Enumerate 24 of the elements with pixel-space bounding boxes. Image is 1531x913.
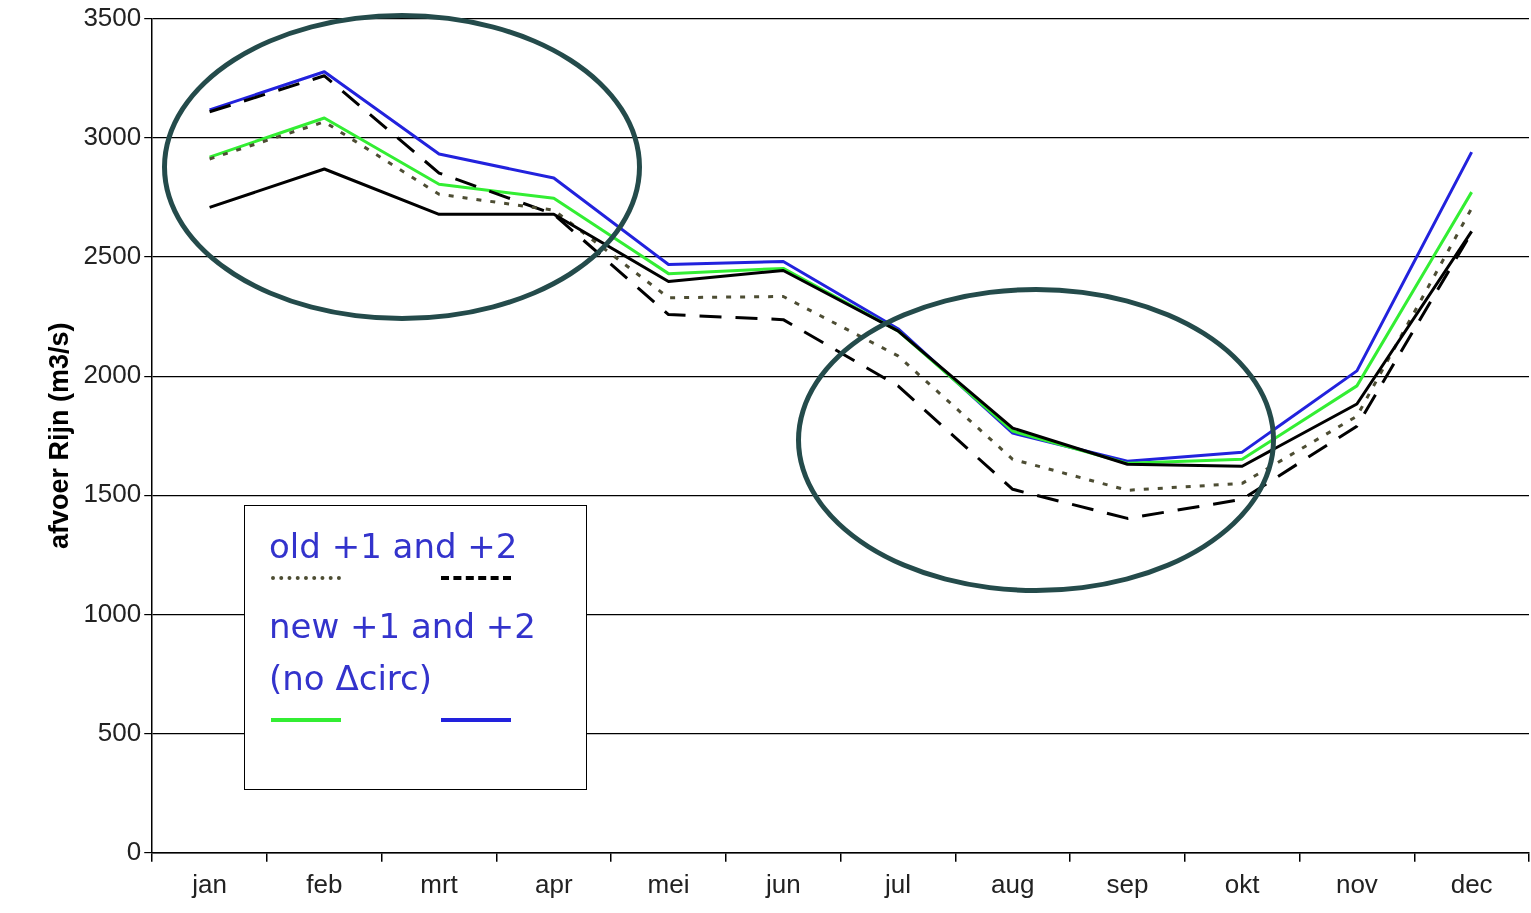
x-tick-label: apr	[535, 868, 573, 899]
y-tick-label: 2500	[83, 240, 142, 271]
y-tick-label: 500	[97, 716, 142, 747]
x-tick-label: nov	[1335, 868, 1378, 899]
x-tick-label: jul	[883, 868, 911, 899]
annotation: new +1 and +2 (no Δcirc)	[269, 605, 536, 700]
x-tick-label: jun	[764, 868, 801, 899]
y-tick-label: 2000	[83, 359, 142, 390]
x-tick-label: sep	[1106, 868, 1149, 899]
x-tick-label: mrt	[420, 868, 459, 899]
x-tick-label: jan	[191, 868, 227, 899]
annotation: old +1 and +2	[269, 525, 518, 568]
x-tick-label: feb	[306, 868, 343, 899]
y-tick-label: 3500	[83, 1, 142, 32]
y-tick-label: 3000	[83, 120, 142, 151]
y-axis-title: afvoer Rijn (m3/s)	[43, 322, 74, 549]
y-tick-label: 0	[126, 835, 142, 866]
x-tick-label: mei	[647, 868, 690, 899]
x-tick-label: dec	[1450, 868, 1493, 899]
x-tick-label: okt	[1224, 868, 1261, 899]
legend-box: old +1 and +2 new +1 and +2 (no Δcirc)	[244, 505, 587, 790]
y-tick-label: 1000	[83, 597, 142, 628]
y-tick-label: 1500	[83, 478, 142, 509]
x-tick-label: aug	[991, 868, 1035, 899]
